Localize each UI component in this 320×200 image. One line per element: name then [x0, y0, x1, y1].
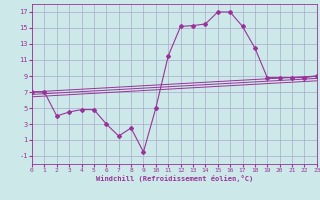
- X-axis label: Windchill (Refroidissement éolien,°C): Windchill (Refroidissement éolien,°C): [96, 175, 253, 182]
